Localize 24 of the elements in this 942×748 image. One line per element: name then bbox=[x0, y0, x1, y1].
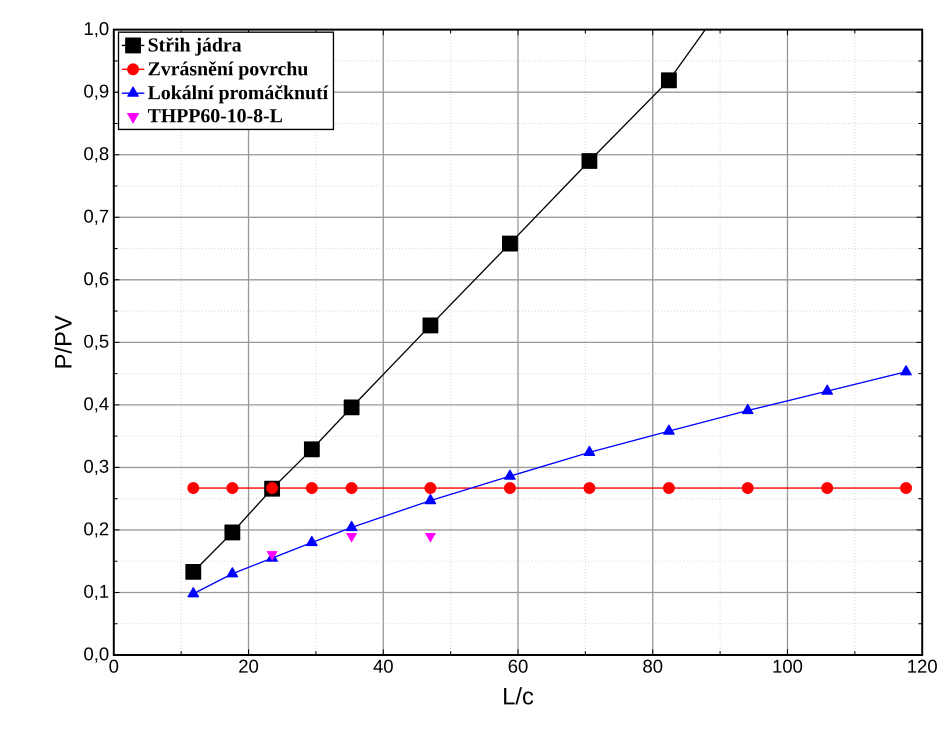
x-tick-label: 20 bbox=[239, 660, 258, 673]
y-tick-label: 0,4 bbox=[84, 397, 109, 412]
x-tick-label: 40 bbox=[373, 660, 393, 673]
y-tick-label: 0,3 bbox=[84, 460, 108, 476]
legend-label: THPP60-10-8-L bbox=[148, 109, 282, 122]
x-axis-title: L/c bbox=[504, 687, 534, 705]
y-tick-label: 0,2 bbox=[84, 522, 108, 538]
legend-label: Zvrásnění povrchu bbox=[148, 61, 308, 80]
y-tick-label: 0,1 bbox=[84, 584, 108, 600]
y-tick-label: 0,9 bbox=[84, 84, 108, 100]
x-tick-label: 100 bbox=[773, 660, 802, 673]
x-tick-label: 0 bbox=[109, 660, 118, 673]
legend-label: Střih jádra bbox=[148, 37, 242, 56]
y-tick-label: 0,5 bbox=[84, 334, 108, 350]
x-tick-label: 80 bbox=[643, 660, 662, 673]
y-tick-label: 0,0 bbox=[84, 647, 108, 663]
legend-label: Lokální promáčknutí bbox=[148, 85, 328, 104]
y-tick-label: 0,8 bbox=[84, 147, 108, 162]
y-tick-label: 0,6 bbox=[84, 272, 108, 288]
x-tick-label: 60 bbox=[508, 660, 528, 673]
y-axis-title: P/PV bbox=[54, 315, 72, 368]
y-tick-label: 1,0 bbox=[84, 22, 108, 38]
x-tick-label: 120 bbox=[908, 660, 937, 673]
y-tick-label: 0,7 bbox=[84, 210, 108, 225]
